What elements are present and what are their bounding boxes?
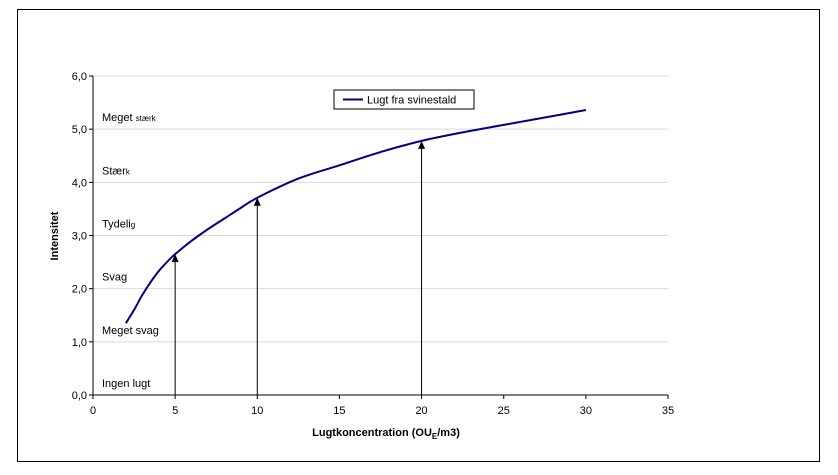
intensity-level-label: Meget svag — [102, 325, 159, 337]
legend-entry-label: Lugt fra svinestald — [367, 95, 456, 107]
series-layer — [125, 109, 587, 324]
y-tick-label: 6,0 — [72, 71, 87, 83]
x-tick-label: 10 — [251, 405, 263, 417]
y-tick-label: 4,0 — [72, 177, 87, 189]
y-axis-title: Intensitet — [49, 211, 61, 260]
chart-frame: 0,0 1,0 2,0 3,0 4,0 5,0 6,0 0 5 10 15 20 25 30 35 Mege… — [17, 9, 820, 462]
series-line — [125, 109, 587, 324]
x-tick-label: 30 — [580, 405, 592, 417]
x-tick-label: 20 — [415, 405, 427, 417]
y-tick-label: 5,0 — [72, 124, 87, 136]
arrow-head — [171, 254, 179, 263]
chart-svg: 0,0 1,0 2,0 3,0 4,0 5,0 6,0 0 5 10 15 20 25 30 35 Mege… — [49, 71, 674, 441]
axis-layer: 0,0 1,0 2,0 3,0 4,0 5,0 6,0 0 5 10 15 20 25 30 35 — [72, 71, 674, 417]
y-tick-label: 2,0 — [72, 284, 87, 296]
grid-layer — [93, 75, 668, 343]
x-tick-label: 25 — [498, 405, 510, 417]
intensity-level-label: Tydelig — [102, 219, 135, 231]
arrow-head — [253, 197, 261, 206]
intensity-level-label: Meget stærk — [102, 112, 157, 124]
x-tick-label: 35 — [662, 405, 674, 417]
x-tick-label: 15 — [333, 405, 345, 417]
x-tick-label: 5 — [172, 405, 178, 417]
x-tick-label: 0 — [90, 405, 96, 417]
intensity-level-label: Ingen lugt — [102, 378, 150, 390]
x-axis-title: Lugtkoncentration (OUE/m3) — [312, 427, 460, 441]
x-axis-title-subscript: E — [432, 432, 438, 441]
y-tick-label: 0,0 — [72, 390, 87, 402]
label-layer: Meget stærk Stærk Tydelig Svag Meget svag Ing… — [102, 112, 159, 390]
y-tick-label: 1,0 — [72, 337, 87, 349]
arrow-head — [418, 140, 426, 149]
y-tick-label: 3,0 — [72, 231, 87, 243]
intensity-level-label: Svag — [102, 272, 127, 284]
intensity-level-label: Stærk — [102, 165, 131, 177]
legend-box — [333, 89, 475, 110]
arrow-layer — [171, 140, 426, 395]
legend-layer: Lugt fra svinestald — [333, 89, 475, 110]
